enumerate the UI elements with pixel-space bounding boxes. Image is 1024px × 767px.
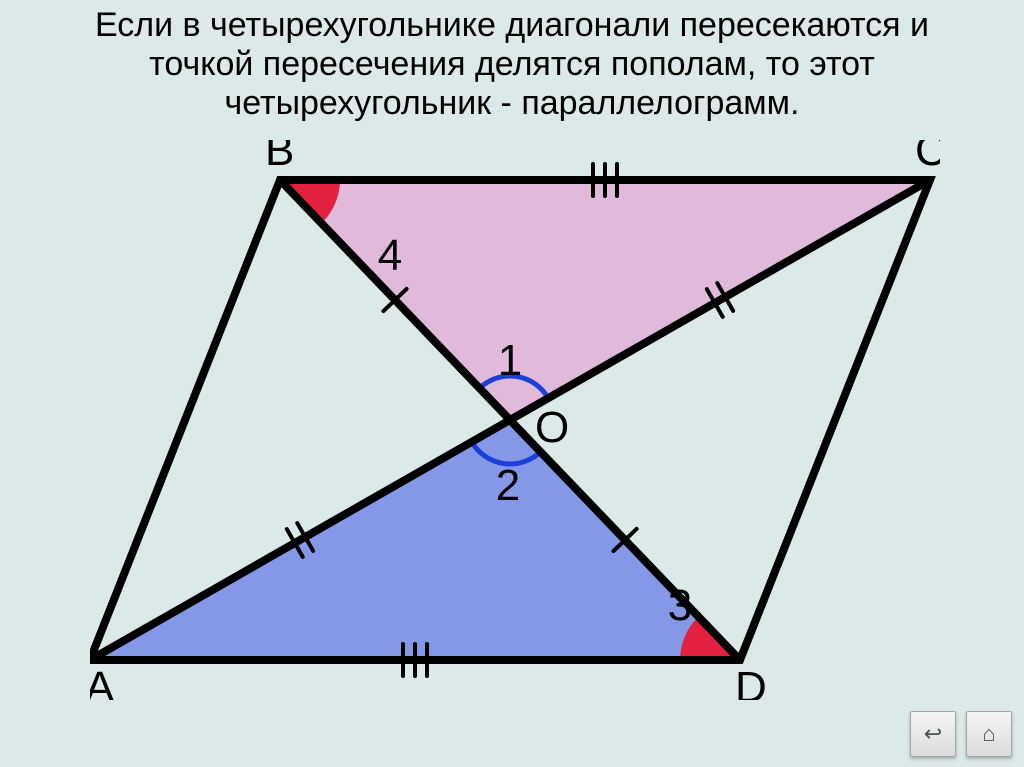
svg-text:3: 3 (668, 581, 692, 630)
slide-title: Если в четырехугольнике диагонали пересе… (0, 0, 1024, 123)
parallelogram-diagram: A В С D О1 2 3 4 (90, 140, 940, 700)
svg-text:1: 1 (498, 336, 522, 385)
svg-text:В: В (265, 140, 294, 175)
title-line-1: Если в четырехугольнике диагонали пересе… (95, 6, 929, 44)
svg-text:D: D (735, 663, 767, 700)
back-icon: ↩ (924, 721, 942, 747)
back-button[interactable]: ↩ (910, 711, 956, 757)
diagram-container: A В С D О1 2 3 4 (90, 140, 940, 700)
svg-text:О: О (535, 403, 569, 452)
svg-text:A: A (90, 663, 115, 700)
svg-text:С: С (915, 140, 940, 175)
nav-buttons: ↩ ⌂ (910, 711, 1012, 757)
home-button[interactable]: ⌂ (966, 711, 1012, 757)
title-line-2: точкой пересечения делятся пополам, то э… (149, 45, 875, 83)
svg-text:2: 2 (496, 461, 520, 510)
svg-text:4: 4 (378, 231, 402, 280)
home-icon: ⌂ (982, 721, 995, 747)
title-line-3: четырехугольник - параллелограмм. (225, 84, 800, 122)
